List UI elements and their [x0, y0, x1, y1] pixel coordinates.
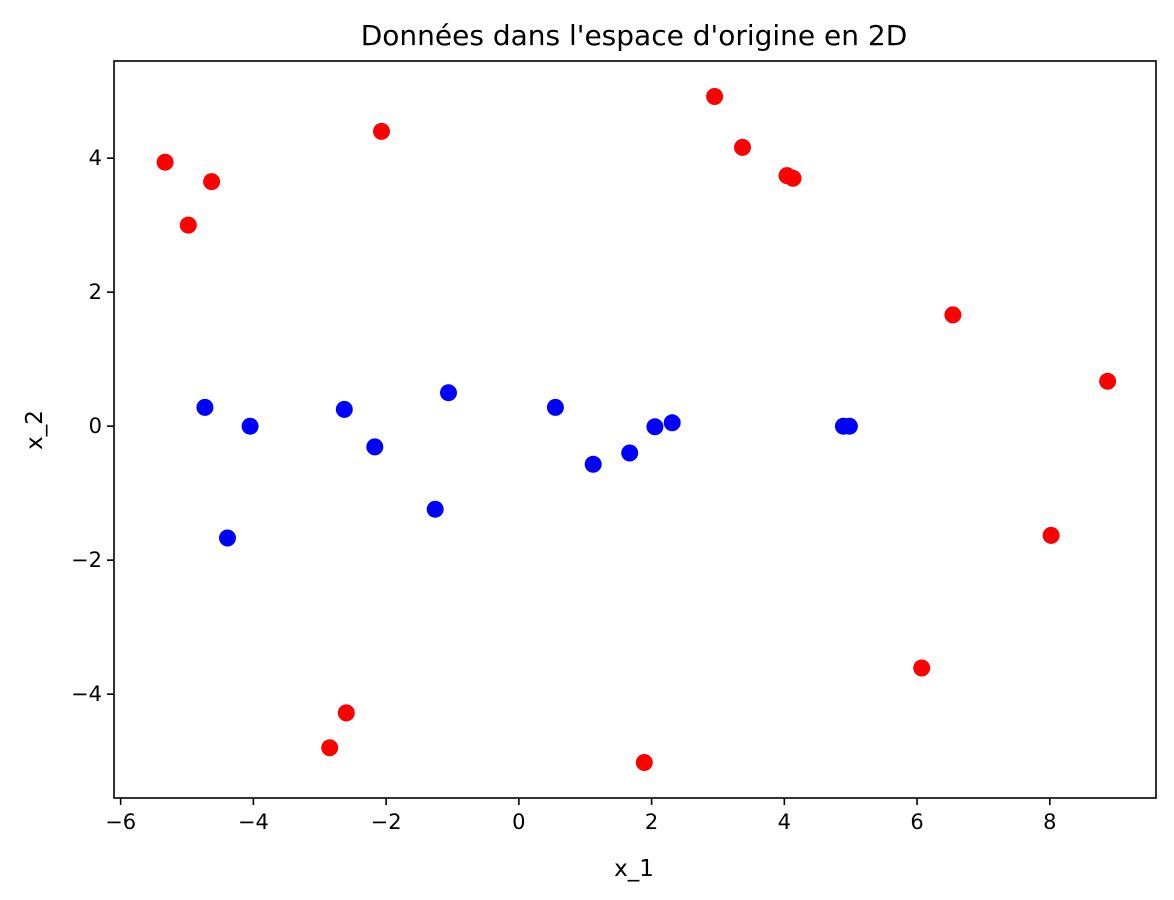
scatter-point-s0-8 — [944, 306, 962, 324]
y-tick-label: 2 — [89, 280, 102, 304]
scatter-point-s0-14 — [635, 754, 653, 771]
scatter-point-s1-0 — [196, 398, 214, 416]
x-axis-label: x_1 — [614, 856, 654, 882]
plot-frame — [113, 60, 1157, 799]
scatter-point-s1-7 — [546, 398, 564, 416]
y-axis-label: x_2 — [22, 410, 48, 450]
scatter-point-s0-5 — [734, 138, 751, 156]
scatter-point-s1-2 — [219, 529, 236, 547]
x-tick-label: 2 — [645, 810, 658, 834]
scatter-point-s0-4 — [706, 88, 724, 105]
x-tick-label: 0 — [512, 810, 525, 834]
x-axis-ticks: −6 −4 −2 0 2 4 6 8 — [105, 798, 1056, 834]
y-tick-label: −4 — [71, 682, 102, 706]
y-tick-label: 4 — [89, 146, 102, 170]
scatter-point-s0-2 — [203, 173, 221, 191]
scatter-point-s1-4 — [366, 438, 384, 456]
x-tick-label: 4 — [778, 810, 791, 834]
scatter-point-s0-0 — [156, 153, 174, 171]
y-tick-label: −2 — [71, 548, 102, 572]
chart-title: Données dans l'espace d'origine en 2D — [361, 19, 908, 52]
scatter-point-s0-12 — [337, 704, 355, 722]
scatter-point-s0-13 — [321, 739, 339, 757]
y-axis-ticks: −4 −2 0 2 4 — [71, 146, 114, 706]
scatter-point-s0-10 — [1042, 526, 1060, 544]
scatter-point-s1-9 — [621, 444, 639, 462]
data-points — [156, 88, 1117, 771]
y-tick-label: 0 — [89, 414, 102, 438]
scatter-point-s1-1 — [241, 417, 259, 435]
x-tick-label: −6 — [105, 810, 136, 834]
scatter-point-s1-3 — [335, 400, 353, 418]
scatter-point-s0-9 — [1099, 372, 1117, 390]
scatter-point-s1-8 — [584, 455, 602, 473]
scatter-point-s0-1 — [179, 216, 197, 234]
scatter-point-s0-3 — [373, 122, 390, 140]
x-tick-label: 8 — [1043, 810, 1056, 834]
scatter-point-s0-11 — [913, 659, 931, 677]
x-tick-label: 6 — [910, 810, 923, 834]
x-tick-label: −2 — [371, 810, 402, 834]
scatter-point-s1-13 — [840, 417, 858, 435]
scatter-point-s1-5 — [440, 384, 457, 402]
x-tick-label: −4 — [238, 810, 269, 834]
scatter-point-s1-10 — [646, 418, 664, 436]
scatter-point-s1-6 — [426, 500, 444, 518]
scatter-point-s0-7 — [784, 169, 802, 187]
scatter-point-s1-11 — [663, 414, 681, 432]
